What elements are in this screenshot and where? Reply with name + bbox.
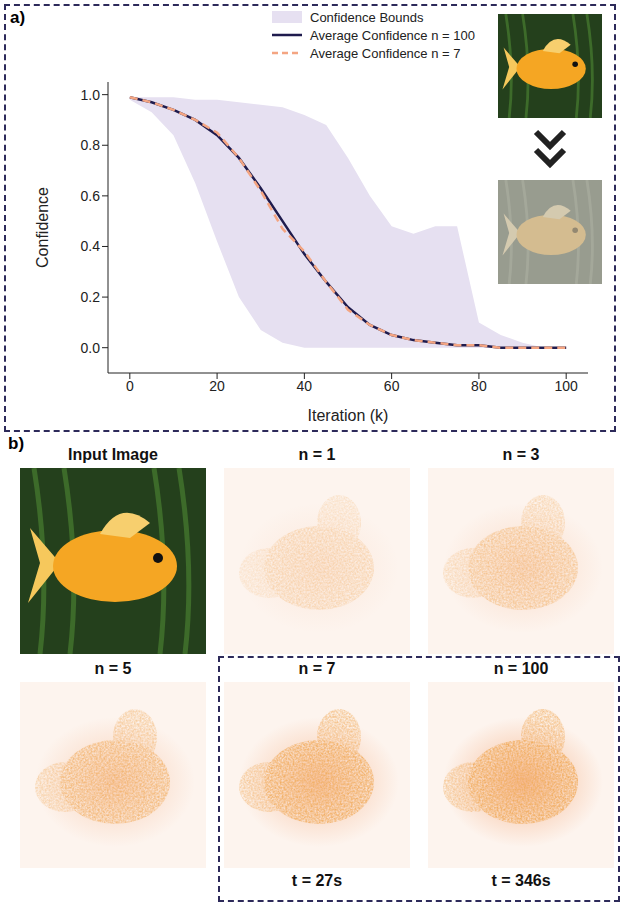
svg-text:Confidence: Confidence: [34, 187, 51, 268]
svg-text:1.0: 1.0: [81, 87, 101, 103]
html-text:b): b): [8, 434, 24, 453]
html-text:t = 346s: t = 346s: [491, 872, 551, 889]
svg-text:60: 60: [384, 378, 400, 394]
svg-text:40: 40: [297, 378, 313, 394]
html-text:n = 3: n = 3: [502, 446, 540, 463]
svg-text:100: 100: [555, 378, 579, 394]
svg-text:0.2: 0.2: [81, 289, 101, 305]
html-text:Confidence Bounds: Confidence Bounds: [310, 9, 424, 25]
html-text:n = 5: n = 5: [94, 660, 132, 677]
html-text:t = 27s: t = 27s: [291, 872, 343, 889]
svg-text:80: 80: [471, 378, 487, 394]
html-text:a): a): [10, 8, 26, 27]
svg-text:0: 0: [126, 378, 134, 394]
svg-text:0.8: 0.8: [81, 137, 101, 153]
svg-text:Iteration (k): Iteration (k): [308, 407, 389, 424]
svg-text:0.6: 0.6: [81, 188, 101, 204]
svg-text:0.4: 0.4: [81, 238, 101, 254]
svg-text:0.0: 0.0: [81, 340, 101, 356]
html-text:n = 100: n = 100: [493, 660, 549, 677]
html-text:n = 1: n = 1: [298, 446, 336, 463]
html-text:Average Confidence n = 100: Average Confidence n = 100: [310, 27, 475, 43]
html-text:Input Image: Input Image: [68, 446, 158, 463]
html-text:Average Confidence n = 7: Average Confidence n = 7: [310, 45, 461, 61]
html-text:n = 7: n = 7: [298, 660, 336, 677]
svg-text:20: 20: [209, 378, 225, 394]
